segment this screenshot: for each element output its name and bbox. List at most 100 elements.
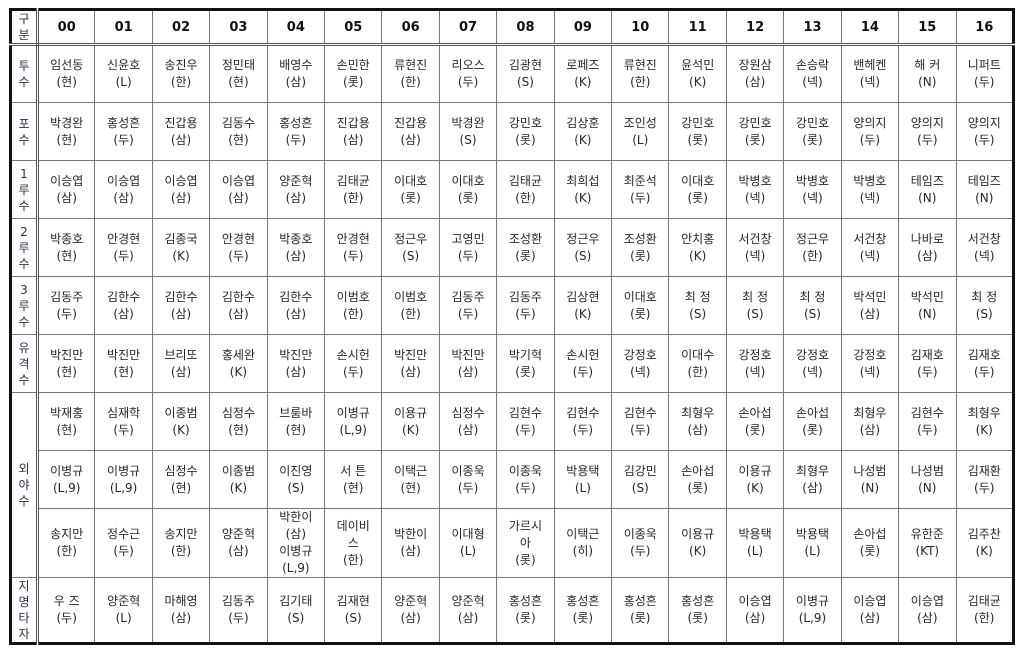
- player-cell: 조성환 (롯): [611, 218, 670, 277]
- player-cell: 나바로 (삼): [898, 218, 957, 277]
- player-cell: 심정수 (현): [151, 450, 211, 509]
- player-cell: 리오스 (두): [438, 44, 498, 103]
- player-cell: 서 튼 (현): [324, 450, 383, 509]
- player-cell: 안치홍 (K): [668, 218, 727, 277]
- player-cell: 정근우 (S): [381, 218, 440, 277]
- player-cell: 양준혁 (삼): [266, 160, 326, 219]
- player-cell: 진갑용 (삼): [324, 102, 383, 161]
- header-category-label: 구 분: [10, 9, 39, 46]
- player-cell: 김현수 (두): [553, 392, 613, 451]
- player-cell: 최준석 (두): [611, 160, 670, 219]
- player-cell: 이택근 (히): [553, 508, 613, 578]
- position-label: 외 야 수: [10, 392, 39, 578]
- position-label: 1 루 수: [10, 160, 39, 219]
- row-outfield: 외 야 수 박재홍 (현) 심재학 (두) 이종범 (K) 심정수 (현) 브룸바 (현)…: [10, 392, 1014, 578]
- player-cell: 손시헌 (두): [553, 334, 613, 393]
- player-cell: 이승엽 (삼): [898, 577, 957, 644]
- player-cell: 김동수 (현): [209, 102, 268, 161]
- player-cell: 이택근 (현): [381, 450, 440, 509]
- player-cell: 홍성흔 (롯): [611, 577, 670, 644]
- player-cell: 조성환 (롯): [496, 218, 555, 277]
- row-catcher: 포 수 박경완 (현) 홍성흔 (두) 진갑용 (삼) 김동수 (현) 홍성흔 (두) 진갑…: [10, 102, 1014, 161]
- player-cell: 김종국 (K): [151, 218, 211, 277]
- player-cell: 이종욱 (두): [611, 508, 670, 578]
- player-cell: 손아섭 (롯): [783, 392, 842, 451]
- player-cell: 양준혁 (삼): [438, 577, 498, 644]
- player-cell: 손아섭 (롯): [668, 450, 727, 509]
- player-cell: 배영수 (삼): [266, 44, 326, 103]
- player-cell: 이종욱 (두): [438, 450, 498, 509]
- player-cell: 박진만 (삼): [266, 334, 326, 393]
- player-cell: 홍성흔 (두): [94, 102, 153, 161]
- player-cell: 브리또 (삼): [151, 334, 211, 393]
- player-cell: 강정호 (넥): [840, 334, 900, 393]
- player-cell: 강민호 (롯): [783, 102, 842, 161]
- row-second-base: 2 루 수 박종호 (현) 안경현 (두) 김종국 (K) 안경현 (두) 박종호 (삼)…: [10, 218, 1014, 277]
- player-cell: 심정수 (현): [209, 392, 268, 451]
- player-cell: 양준혁 (삼): [381, 577, 440, 644]
- column-header: 13: [783, 9, 842, 46]
- column-header: 05: [324, 9, 383, 46]
- position-label: 지 명 타 자: [10, 577, 39, 644]
- player-cell: 김한수 (삼): [151, 276, 211, 335]
- golden-glove-table: 구 분 00 01 02 03 04 05 06 07 08 09 10 11 12 13 14 15 16 투 …: [9, 8, 1015, 645]
- player-cell: 안경현 (두): [94, 218, 153, 277]
- column-header: 09: [553, 9, 613, 46]
- player-cell: 박용택 (L): [725, 508, 785, 578]
- player-cell: 최 정 (S): [783, 276, 842, 335]
- player-cell: 이대호 (롯): [611, 276, 670, 335]
- column-header: 00: [36, 9, 96, 46]
- player-cell: 김현수 (두): [496, 392, 555, 451]
- player-cell: 로페즈 (K): [553, 44, 613, 103]
- player-cell: 김동주 (두): [496, 276, 555, 335]
- player-cell: 김주찬 (K): [955, 508, 1014, 578]
- player-cell: 정민태 (현): [209, 44, 268, 103]
- player-cell: 마해영 (삼): [151, 577, 211, 644]
- player-cell: 류현진 (한): [381, 44, 440, 103]
- player-cell: 니퍼트 (두): [955, 44, 1014, 103]
- player-cell: 진갑용 (삼): [381, 102, 440, 161]
- player-cell: 이승엽 (삼): [151, 160, 211, 219]
- player-cell: 손승락 (넥): [783, 44, 842, 103]
- player-cell: 브룸바 (현): [266, 392, 326, 451]
- position-label: 유 격 수: [10, 334, 39, 393]
- player-cell: 김재환 (두): [955, 450, 1014, 509]
- row-first-base: 1 루 수 이승엽 (삼) 이승엽 (삼) 이승엽 (삼) 이승엽 (삼) 양준혁 (삼)…: [10, 160, 1014, 219]
- player-cell: 윤석민 (K): [668, 44, 727, 103]
- player-cell: 박용택 (L): [783, 508, 842, 578]
- player-cell: 이용규 (K): [381, 392, 440, 451]
- player-cell: 최 정 (S): [668, 276, 727, 335]
- player-cell: 신윤호 (L): [94, 44, 153, 103]
- player-cell: 이대호 (롯): [438, 160, 498, 219]
- row-outfield: 이병규 (L,9) 이병규 (L,9) 심정수 (현) 이종범 (K) 이진영 (S) 서…: [11, 450, 1014, 509]
- player-cell: 김재호 (두): [955, 334, 1014, 393]
- player-cell: 조인성 (L): [611, 102, 670, 161]
- player-cell: 최형우 (K): [955, 392, 1014, 451]
- player-cell: 박기혁 (롯): [496, 334, 555, 393]
- player-cell: 손시헌 (두): [324, 334, 383, 393]
- position-label: 2 루 수: [10, 218, 39, 277]
- player-cell: 최형우 (삼): [840, 392, 900, 451]
- player-cell: 양준혁 (삼): [209, 508, 268, 578]
- player-cell: 이대호 (롯): [381, 160, 440, 219]
- player-cell: 강정호 (넥): [611, 334, 670, 393]
- player-cell: 홍성흔 (롯): [668, 577, 727, 644]
- player-cell: 최희섭 (K): [553, 160, 613, 219]
- player-cell: 이병규 (L,9): [324, 392, 383, 451]
- player-cell: 이대호 (롯): [668, 160, 727, 219]
- player-cell: 김태균 (한): [324, 160, 383, 219]
- player-cell: 박진만 (현): [94, 334, 153, 393]
- player-cell: 김상훈 (K): [553, 102, 613, 161]
- player-cell: 안경현 (두): [324, 218, 383, 277]
- player-cell: 강민호 (롯): [668, 102, 727, 161]
- player-cell: 임선동 (현): [36, 44, 96, 103]
- player-cell: 김동주 (두): [209, 577, 268, 644]
- player-cell: 박경완 (S): [438, 102, 498, 161]
- player-cell: 고영민 (두): [438, 218, 498, 277]
- player-cell: 박종호 (삼): [266, 218, 326, 277]
- player-cell: 손아섭 (롯): [840, 508, 900, 578]
- player-cell: 해 커 (N): [898, 44, 957, 103]
- player-cell: 류현진 (한): [611, 44, 670, 103]
- player-cell: 김강민 (S): [611, 450, 670, 509]
